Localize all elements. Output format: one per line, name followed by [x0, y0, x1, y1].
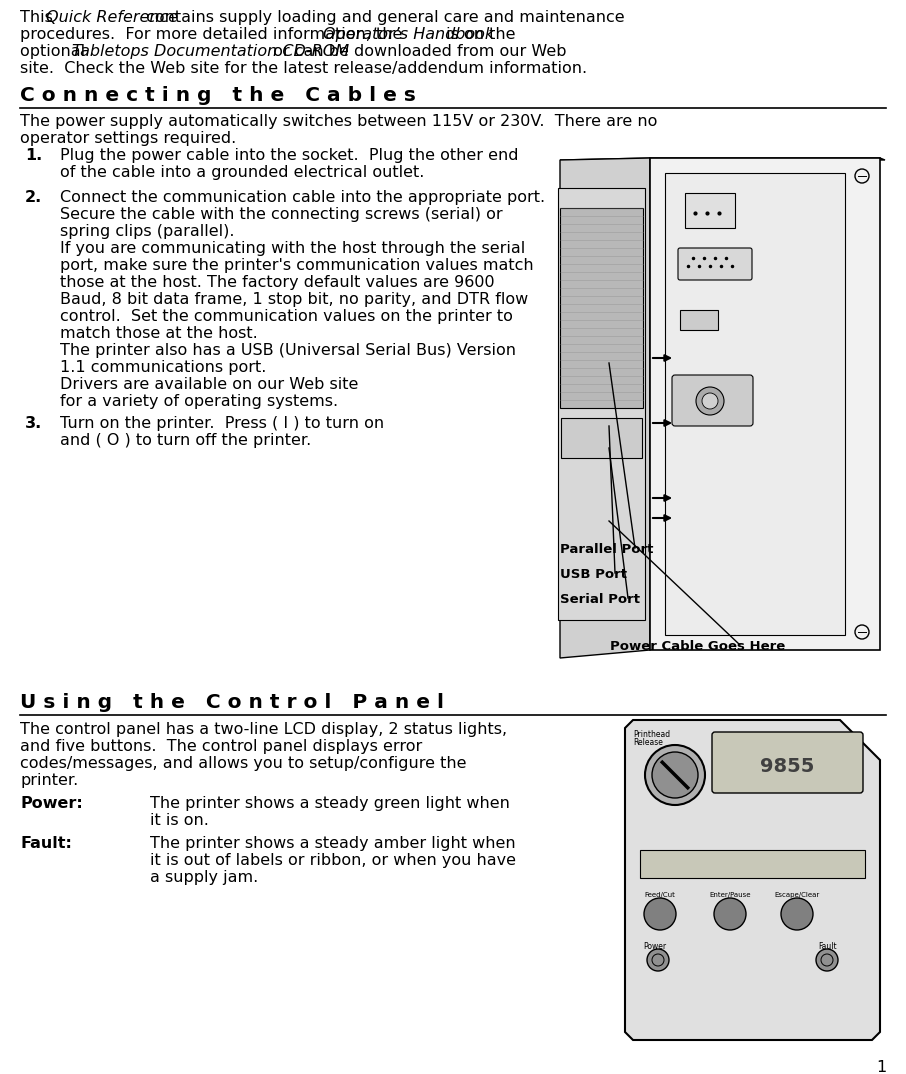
Text: Printhead: Printhead	[633, 730, 670, 739]
Text: The control panel has a two-line LCD display, 2 status lights,: The control panel has a two-line LCD dis…	[20, 722, 507, 737]
Text: Plug the power cable into the socket.  Plug the other end: Plug the power cable into the socket. Pl…	[60, 148, 518, 163]
Text: 9855: 9855	[760, 756, 814, 775]
Text: The printer shows a steady green light when: The printer shows a steady green light w…	[150, 796, 510, 811]
Text: for a variety of operating systems.: for a variety of operating systems.	[60, 394, 338, 409]
Text: The power supply automatically switches between 115V or 230V.  There are no: The power supply automatically switches …	[20, 114, 658, 129]
Text: If you are communicating with the host through the serial: If you are communicating with the host t…	[60, 241, 525, 256]
Polygon shape	[560, 158, 650, 658]
Circle shape	[645, 745, 705, 806]
Text: This: This	[20, 10, 58, 25]
FancyBboxPatch shape	[672, 375, 753, 426]
Text: Feed/Cut: Feed/Cut	[644, 892, 676, 898]
Text: control.  Set the communication values on the printer to: control. Set the communication values on…	[60, 309, 513, 324]
Text: Connect the communication cable into the appropriate port.: Connect the communication cable into the…	[60, 190, 545, 205]
Text: is on the: is on the	[441, 27, 516, 42]
Circle shape	[702, 393, 718, 409]
Bar	[650, 158, 880, 650]
Bar	[640, 850, 865, 879]
Text: Fault: Fault	[818, 942, 836, 950]
Text: or can be downloaded from our Web: or can be downloaded from our Web	[268, 44, 566, 59]
Circle shape	[652, 752, 698, 798]
Text: Quick Reference: Quick Reference	[46, 10, 178, 25]
Circle shape	[696, 387, 724, 415]
Text: Power: Power	[643, 942, 666, 950]
Bar	[561, 418, 642, 458]
Text: Operator’s Handbook: Operator’s Handbook	[323, 27, 494, 42]
Polygon shape	[560, 158, 885, 160]
Text: those at the host. The factory default values are 9600: those at the host. The factory default v…	[60, 275, 495, 290]
Text: Fault:: Fault:	[20, 836, 72, 851]
Text: 2.: 2.	[25, 190, 43, 205]
Text: Power Cable Goes Here: Power Cable Goes Here	[610, 640, 786, 653]
Text: Baud, 8 bit data frame, 1 stop bit, no parity, and DTR flow: Baud, 8 bit data frame, 1 stop bit, no p…	[60, 292, 528, 307]
Text: The printer shows a steady amber light when: The printer shows a steady amber light w…	[150, 836, 516, 851]
Text: site.  Check the Web site for the latest release/addendum information.: site. Check the Web site for the latest …	[20, 61, 587, 76]
Text: Drivers are available on our Web site: Drivers are available on our Web site	[60, 377, 359, 392]
Text: port, make sure the printer's communication values match: port, make sure the printer's communicat…	[60, 258, 534, 273]
Text: it is on.: it is on.	[150, 813, 209, 828]
Circle shape	[647, 949, 669, 971]
FancyBboxPatch shape	[678, 248, 752, 280]
Text: Turn on the printer.  Press ( I ) to turn on: Turn on the printer. Press ( I ) to turn…	[60, 416, 384, 431]
Text: C o n n e c t i n g   t h e   C a b l e s: C o n n e c t i n g t h e C a b l e s	[20, 86, 416, 105]
Bar	[665, 173, 845, 635]
Text: it is out of labels or ribbon, or when you have: it is out of labels or ribbon, or when y…	[150, 853, 516, 868]
Text: printer.: printer.	[20, 773, 78, 788]
Text: a supply jam.: a supply jam.	[150, 870, 258, 885]
FancyBboxPatch shape	[712, 732, 863, 793]
Text: contains supply loading and general care and maintenance: contains supply loading and general care…	[141, 10, 624, 25]
Polygon shape	[625, 720, 880, 1040]
Circle shape	[781, 898, 813, 930]
Text: The printer also has a USB (Universal Serial Bus) Version: The printer also has a USB (Universal Se…	[60, 343, 516, 358]
Text: and ( O ) to turn off the printer.: and ( O ) to turn off the printer.	[60, 433, 312, 448]
Text: operator settings required.: operator settings required.	[20, 131, 236, 146]
Bar	[680, 310, 718, 330]
Circle shape	[816, 949, 838, 971]
Text: optional: optional	[20, 44, 91, 59]
Circle shape	[714, 898, 746, 930]
Bar	[558, 188, 645, 620]
Text: spring clips (parallel).: spring clips (parallel).	[60, 224, 235, 240]
Text: Secure the cable with the connecting screws (serial) or: Secure the cable with the connecting scr…	[60, 207, 503, 222]
Text: of the cable into a grounded electrical outlet.: of the cable into a grounded electrical …	[60, 165, 424, 180]
Text: Serial Port: Serial Port	[560, 593, 640, 606]
Text: 1.: 1.	[25, 148, 43, 163]
Text: procedures.  For more detailed information, the: procedures. For more detailed informatio…	[20, 27, 408, 42]
Bar	[685, 193, 735, 228]
Text: Enter/Pause: Enter/Pause	[709, 892, 751, 898]
Text: USB Port: USB Port	[560, 568, 627, 581]
Text: Power:: Power:	[20, 796, 82, 811]
Text: match those at the host.: match those at the host.	[60, 326, 257, 342]
Text: codes/messages, and allows you to setup/configure the: codes/messages, and allows you to setup/…	[20, 756, 467, 771]
Text: Parallel Port: Parallel Port	[560, 543, 653, 556]
Bar	[560, 208, 643, 408]
Text: 3.: 3.	[25, 416, 43, 431]
Text: Tabletops Documentation CD-ROM: Tabletops Documentation CD-ROM	[72, 44, 349, 59]
Text: Escape/Clear: Escape/Clear	[775, 892, 820, 898]
Text: and five buttons.  The control panel displays error: and five buttons. The control panel disp…	[20, 739, 422, 754]
Circle shape	[644, 898, 676, 930]
Text: 1: 1	[876, 1060, 886, 1074]
Text: Release: Release	[633, 738, 663, 748]
Text: U s i n g   t h e   C o n t r o l   P a n e l: U s i n g t h e C o n t r o l P a n e l	[20, 693, 444, 712]
Text: 1.1 communications port.: 1.1 communications port.	[60, 360, 266, 375]
